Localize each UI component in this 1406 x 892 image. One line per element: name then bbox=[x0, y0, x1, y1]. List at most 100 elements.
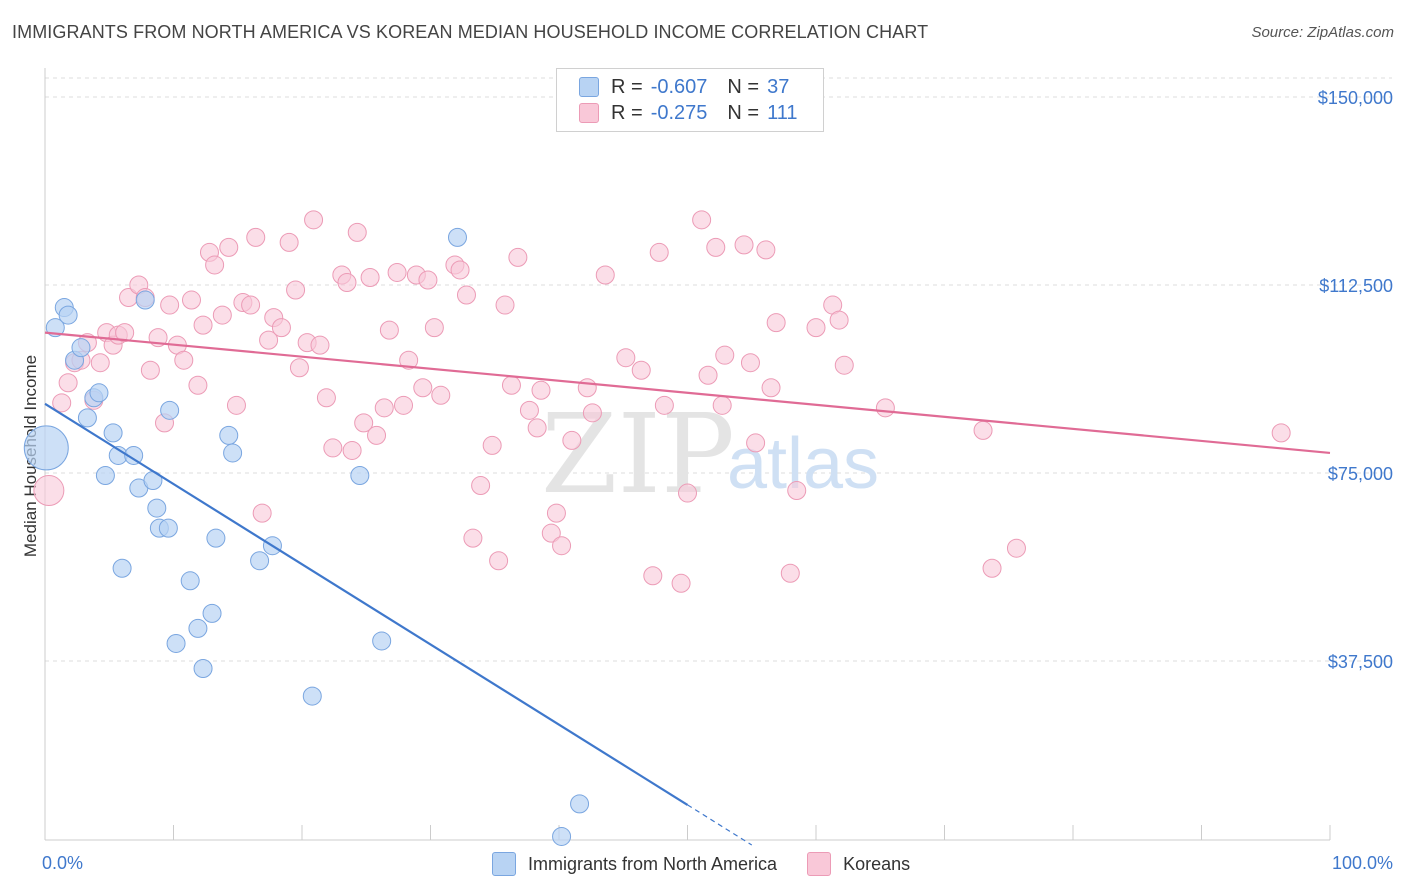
korean-point bbox=[508, 247, 528, 267]
korean-point bbox=[678, 483, 697, 503]
korean-point bbox=[761, 378, 781, 398]
korean-point bbox=[354, 413, 374, 433]
korean-point bbox=[431, 385, 451, 405]
korean-point bbox=[616, 348, 636, 368]
watermark-zip: ZIP bbox=[541, 390, 735, 518]
n-label: N = bbox=[727, 101, 760, 124]
korean-point bbox=[394, 395, 414, 415]
north-america-point bbox=[206, 528, 226, 548]
north-america-point bbox=[188, 618, 208, 638]
korean-point bbox=[286, 280, 306, 300]
r-label: R = bbox=[611, 75, 643, 98]
y-tick-label: $75,000 bbox=[1328, 464, 1393, 484]
korean-point bbox=[631, 360, 651, 380]
legend-item-north-america: Immigrants from North America bbox=[492, 852, 777, 876]
korean-point bbox=[766, 313, 786, 333]
korean-point bbox=[546, 503, 566, 523]
north-america-point bbox=[160, 400, 180, 420]
korean-point bbox=[582, 403, 602, 423]
watermark: ZIP atlas bbox=[541, 390, 879, 518]
korean-point bbox=[740, 353, 760, 373]
north-america-point bbox=[95, 466, 115, 486]
korean-point bbox=[387, 262, 407, 282]
korean-point bbox=[160, 295, 180, 315]
korean-point bbox=[342, 440, 362, 460]
r-value: -0.607 bbox=[650, 75, 708, 98]
y-tick-label: $150,000 bbox=[1318, 88, 1393, 108]
korean-point bbox=[482, 435, 502, 455]
korean-point bbox=[806, 318, 826, 338]
north-america-point bbox=[23, 425, 69, 471]
korean-point bbox=[115, 323, 135, 343]
trend-lines bbox=[44, 331, 1331, 846]
korean-point bbox=[654, 395, 674, 415]
korean-point bbox=[450, 260, 470, 280]
korean-point bbox=[33, 475, 65, 507]
korean-point bbox=[531, 380, 551, 400]
north-america-point bbox=[103, 423, 123, 443]
north-america-point bbox=[158, 518, 178, 538]
north-america-point bbox=[447, 227, 467, 247]
korean-point bbox=[671, 573, 691, 593]
korean-point bbox=[756, 240, 776, 260]
korean-point bbox=[456, 285, 476, 305]
korean-point bbox=[347, 222, 367, 242]
north-america-point bbox=[223, 443, 243, 463]
korean-point bbox=[973, 420, 993, 440]
north-america-point bbox=[202, 603, 222, 623]
korean-point bbox=[734, 235, 754, 255]
korean-point bbox=[780, 563, 800, 583]
north-america-point bbox=[219, 425, 239, 445]
korean-point bbox=[374, 398, 394, 418]
korean-point bbox=[226, 395, 246, 415]
y-tick-labels: $37,500 $75,000 $112,500 $150,000 bbox=[1318, 88, 1393, 672]
korean-point bbox=[219, 237, 239, 257]
korean-point bbox=[279, 232, 299, 252]
north-america-point bbox=[350, 466, 370, 486]
korean-point bbox=[834, 355, 854, 375]
korean-point bbox=[595, 265, 615, 285]
korean-point bbox=[706, 237, 726, 257]
north-america-point bbox=[58, 305, 78, 325]
r-value: -0.275 bbox=[650, 101, 708, 124]
korean-point bbox=[424, 318, 444, 338]
north-america-point bbox=[124, 445, 144, 465]
legend-row-north-america: R = -0.607 N = 37 bbox=[579, 74, 789, 100]
legend-item-koreans: Koreans bbox=[807, 852, 910, 876]
n-value: 111 bbox=[767, 101, 798, 124]
north-america-point bbox=[112, 558, 132, 578]
x-tick-label: 100.0% bbox=[1332, 853, 1393, 873]
korean-point bbox=[712, 395, 732, 415]
korean-point bbox=[471, 476, 491, 496]
north-america-point bbox=[71, 338, 91, 358]
korean-point bbox=[246, 227, 266, 247]
korean-point bbox=[1006, 538, 1026, 558]
korean-point bbox=[205, 255, 225, 275]
korean-point bbox=[787, 481, 807, 501]
korean-point bbox=[577, 378, 597, 398]
north-america-trend-line bbox=[44, 402, 689, 806]
grid-lines bbox=[45, 77, 1392, 662]
korean-point bbox=[829, 310, 849, 330]
series-legend: Immigrants from North America Koreans bbox=[492, 852, 940, 876]
source-label: Source: ZipAtlas.com bbox=[1251, 24, 1394, 41]
korean-point bbox=[181, 290, 201, 310]
y-tick-label: $112,500 bbox=[1319, 276, 1393, 296]
korean-point bbox=[562, 430, 582, 450]
korean-point bbox=[715, 345, 735, 365]
korean-point bbox=[1271, 423, 1291, 443]
north-america-point bbox=[180, 571, 200, 591]
legend-row-koreans: R = -0.275 N = 111 bbox=[579, 100, 798, 126]
korean-point bbox=[495, 295, 515, 315]
north-america-point bbox=[250, 551, 270, 571]
korean-point bbox=[692, 210, 712, 230]
korean-point bbox=[58, 373, 78, 393]
korean-point bbox=[541, 523, 561, 543]
korean-point bbox=[337, 272, 357, 292]
r-label: R = bbox=[611, 101, 643, 124]
korean-point bbox=[188, 375, 208, 395]
north-america-point bbox=[135, 290, 155, 310]
korean-point bbox=[174, 350, 194, 370]
korean-point bbox=[413, 378, 433, 398]
korean-point bbox=[875, 398, 895, 418]
